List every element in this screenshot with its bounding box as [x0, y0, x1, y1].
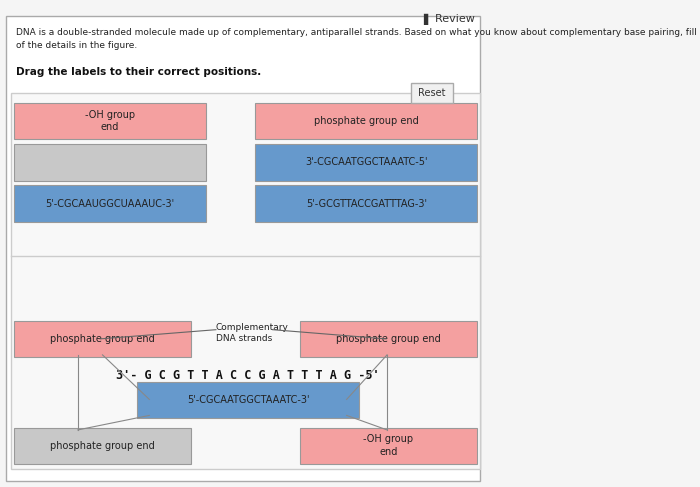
- FancyBboxPatch shape: [300, 428, 477, 464]
- FancyBboxPatch shape: [256, 186, 477, 222]
- Text: 3'-CGCAATGGCTAAATC-5': 3'-CGCAATGGCTAAATC-5': [305, 157, 428, 168]
- FancyBboxPatch shape: [137, 381, 359, 418]
- FancyBboxPatch shape: [256, 144, 477, 181]
- Text: 5'-CGCAATGGCTAAATC-3': 5'-CGCAATGGCTAAATC-3': [187, 394, 309, 405]
- Text: 5'-CGCAAUGGCUAAAUC-3': 5'-CGCAAUGGCUAAAUC-3': [46, 199, 174, 208]
- FancyBboxPatch shape: [411, 83, 453, 103]
- Text: DNA is a double-stranded molecule made up of complementary, antiparallel strands: DNA is a double-stranded molecule made u…: [16, 28, 700, 50]
- Text: -OH group
end: -OH group end: [85, 110, 135, 132]
- Text: ▌ Review: ▌ Review: [423, 14, 475, 25]
- Text: 5'-GCGTTACCGATTTAG-3': 5'-GCGTTACCGATTTAG-3': [306, 199, 427, 208]
- Text: 3'- G C G T T A C C G A T T T A G -5': 3'- G C G T T A C C G A T T T A G -5': [116, 369, 380, 382]
- Text: -OH group
end: -OH group end: [363, 434, 414, 457]
- FancyBboxPatch shape: [14, 321, 191, 357]
- Text: phosphate group end: phosphate group end: [50, 334, 155, 344]
- FancyBboxPatch shape: [300, 321, 477, 357]
- FancyBboxPatch shape: [14, 103, 206, 139]
- Text: phosphate group end: phosphate group end: [336, 334, 441, 344]
- Text: phosphate group end: phosphate group end: [314, 116, 419, 126]
- FancyBboxPatch shape: [14, 428, 191, 464]
- Text: Reset: Reset: [418, 88, 445, 98]
- FancyBboxPatch shape: [14, 186, 206, 222]
- Text: Complementary
DNA strands: Complementary DNA strands: [216, 323, 289, 343]
- FancyBboxPatch shape: [11, 94, 480, 468]
- FancyBboxPatch shape: [14, 144, 206, 181]
- FancyBboxPatch shape: [256, 103, 477, 139]
- Text: Drag the labels to their correct positions.: Drag the labels to their correct positio…: [16, 67, 261, 77]
- FancyBboxPatch shape: [6, 16, 480, 481]
- Text: phosphate group end: phosphate group end: [50, 441, 155, 450]
